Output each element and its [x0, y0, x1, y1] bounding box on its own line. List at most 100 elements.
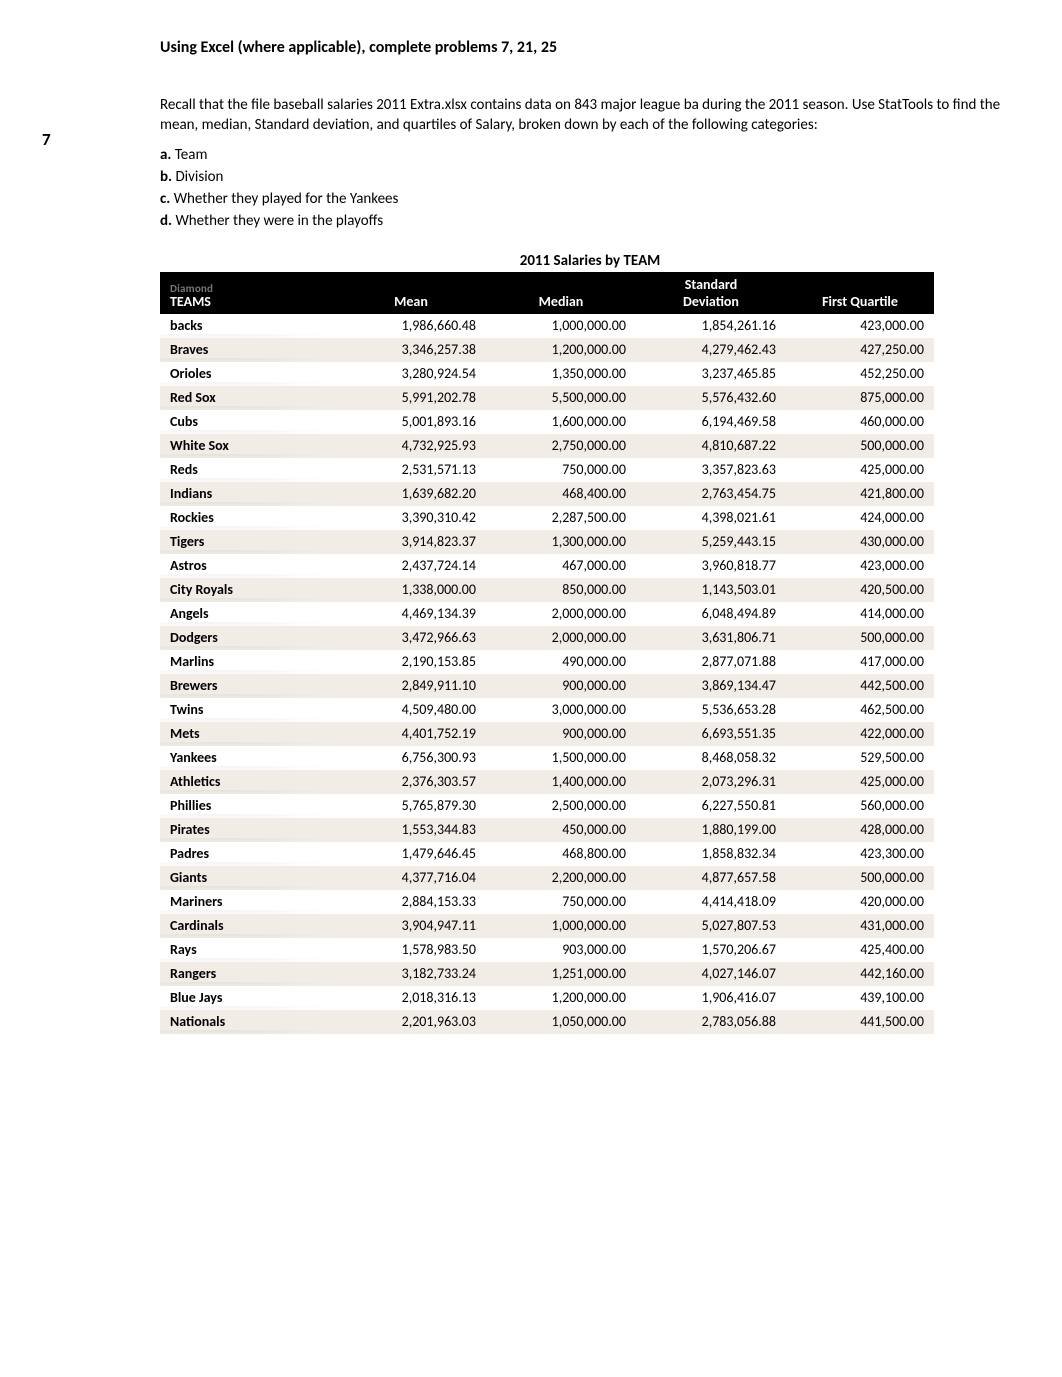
- value-cell: 2,437,724.14: [336, 554, 486, 578]
- value-cell: 500,000.00: [786, 866, 934, 890]
- table-row: Cubs5,001,893.161,600,000.006,194,469.58…: [160, 410, 934, 434]
- team-cell: Red Sox: [160, 386, 336, 410]
- value-cell: 5,765,879.30: [336, 794, 486, 818]
- value-cell: 1,000,000.00: [486, 314, 636, 338]
- table-row: Red Sox5,991,202.785,500,000.005,576,432…: [160, 386, 934, 410]
- table-body: backs1,986,660.481,000,000.001,854,261.1…: [160, 314, 934, 1034]
- value-cell: 2,200,000.00: [486, 866, 636, 890]
- value-cell: 3,280,924.54: [336, 362, 486, 386]
- value-cell: 1,858,832.34: [636, 842, 786, 866]
- value-cell: 468,800.00: [486, 842, 636, 866]
- value-cell: 1,143,503.01: [636, 578, 786, 602]
- team-cell: Marlins: [160, 650, 336, 674]
- option-text: Whether they were in the playoffs: [172, 212, 383, 230]
- value-cell: 3,914,823.37: [336, 530, 486, 554]
- value-cell: 1,553,344.83: [336, 818, 486, 842]
- value-cell: 900,000.00: [486, 722, 636, 746]
- page-title: Using Excel (where applicable), complete…: [160, 38, 1020, 57]
- team-cell: Braves: [160, 338, 336, 362]
- table-row: Astros2,437,724.14467,000.003,960,818.77…: [160, 554, 934, 578]
- value-cell: 1,986,660.48: [336, 314, 486, 338]
- team-cell: White Sox: [160, 434, 336, 458]
- value-cell: 442,500.00: [786, 674, 934, 698]
- team-cell: Blue Jays: [160, 986, 336, 1010]
- value-cell: 1,300,000.00: [486, 530, 636, 554]
- value-cell: 2,287,500.00: [486, 506, 636, 530]
- value-cell: 421,800.00: [786, 482, 934, 506]
- problem-body: Recall that the file baseball salaries 2…: [160, 95, 1020, 1034]
- value-cell: 5,259,443.15: [636, 530, 786, 554]
- value-cell: 2,763,454.75: [636, 482, 786, 506]
- value-cell: 2,018,316.13: [336, 986, 486, 1010]
- value-cell: 4,377,716.04: [336, 866, 486, 890]
- value-cell: 441,500.00: [786, 1010, 934, 1034]
- team-cell: Giants: [160, 866, 336, 890]
- value-cell: 903,000.00: [486, 938, 636, 962]
- team-cell: Rays: [160, 938, 336, 962]
- value-cell: 417,000.00: [786, 650, 934, 674]
- team-cell: Mariners: [160, 890, 336, 914]
- value-cell: 6,194,469.58: [636, 410, 786, 434]
- value-cell: 4,027,146.07: [636, 962, 786, 986]
- team-cell: Phillies: [160, 794, 336, 818]
- table-row: Giants4,377,716.042,200,000.004,877,657.…: [160, 866, 934, 890]
- value-cell: 4,279,462.43: [636, 338, 786, 362]
- value-cell: 2,849,911.10: [336, 674, 486, 698]
- team-cell: Orioles: [160, 362, 336, 386]
- table-row: Athletics2,376,303.571,400,000.002,073,2…: [160, 770, 934, 794]
- value-cell: 850,000.00: [486, 578, 636, 602]
- value-cell: 2,376,303.57: [336, 770, 486, 794]
- value-cell: 1,000,000.00: [486, 914, 636, 938]
- value-cell: 467,000.00: [486, 554, 636, 578]
- value-cell: 2,073,296.31: [636, 770, 786, 794]
- value-cell: 4,414,418.09: [636, 890, 786, 914]
- value-cell: 1,500,000.00: [486, 746, 636, 770]
- value-cell: 1,570,206.67: [636, 938, 786, 962]
- value-cell: 468,400.00: [486, 482, 636, 506]
- value-cell: 450,000.00: [486, 818, 636, 842]
- team-cell: Reds: [160, 458, 336, 482]
- table-row: Mariners2,884,153.33750,000.004,414,418.…: [160, 890, 934, 914]
- table-row: Yankees6,756,300.931,500,000.008,468,058…: [160, 746, 934, 770]
- value-cell: 3,346,257.38: [336, 338, 486, 362]
- value-cell: 2,877,071.88: [636, 650, 786, 674]
- value-cell: 4,401,752.19: [336, 722, 486, 746]
- intro-text: Recall that the file baseball salaries 2…: [160, 95, 1020, 136]
- table-row: Blue Jays2,018,316.131,200,000.001,906,4…: [160, 986, 934, 1010]
- value-cell: 1,251,000.00: [486, 962, 636, 986]
- value-cell: 4,398,021.61: [636, 506, 786, 530]
- table-row: Reds2,531,571.13750,000.003,357,823.6342…: [160, 458, 934, 482]
- value-cell: 3,472,966.63: [336, 626, 486, 650]
- option-letter: c.: [160, 190, 170, 208]
- value-cell: 1,050,000.00: [486, 1010, 636, 1034]
- value-cell: 2,531,571.13: [336, 458, 486, 482]
- option-letter: d.: [160, 212, 172, 230]
- table-row: Twins4,509,480.003,000,000.005,536,653.2…: [160, 698, 934, 722]
- value-cell: 427,250.00: [786, 338, 934, 362]
- team-cell: Padres: [160, 842, 336, 866]
- table-row: Orioles3,280,924.541,350,000.003,237,465…: [160, 362, 934, 386]
- value-cell: 3,000,000.00: [486, 698, 636, 722]
- table-row: Phillies5,765,879.302,500,000.006,227,55…: [160, 794, 934, 818]
- option-text: Whether they played for the Yankees: [170, 190, 398, 208]
- team-cell: Tigers: [160, 530, 336, 554]
- value-cell: 1,906,416.07: [636, 986, 786, 1010]
- value-cell: 431,000.00: [786, 914, 934, 938]
- team-cell: Rockies: [160, 506, 336, 530]
- option-letter: b.: [160, 168, 172, 186]
- team-cell: Yankees: [160, 746, 336, 770]
- value-cell: 414,000.00: [786, 602, 934, 626]
- value-cell: 5,500,000.00: [486, 386, 636, 410]
- value-cell: 1,200,000.00: [486, 986, 636, 1010]
- value-cell: 3,631,806.71: [636, 626, 786, 650]
- value-cell: 4,469,134.39: [336, 602, 486, 626]
- value-cell: 6,227,550.81: [636, 794, 786, 818]
- team-cell: Mets: [160, 722, 336, 746]
- table-row: Braves3,346,257.381,200,000.004,279,462.…: [160, 338, 934, 362]
- value-cell: 3,869,134.47: [636, 674, 786, 698]
- value-cell: 1,854,261.16: [636, 314, 786, 338]
- team-cell: Cardinals: [160, 914, 336, 938]
- team-cell: Athletics: [160, 770, 336, 794]
- value-cell: 422,000.00: [786, 722, 934, 746]
- value-cell: 8,468,058.32: [636, 746, 786, 770]
